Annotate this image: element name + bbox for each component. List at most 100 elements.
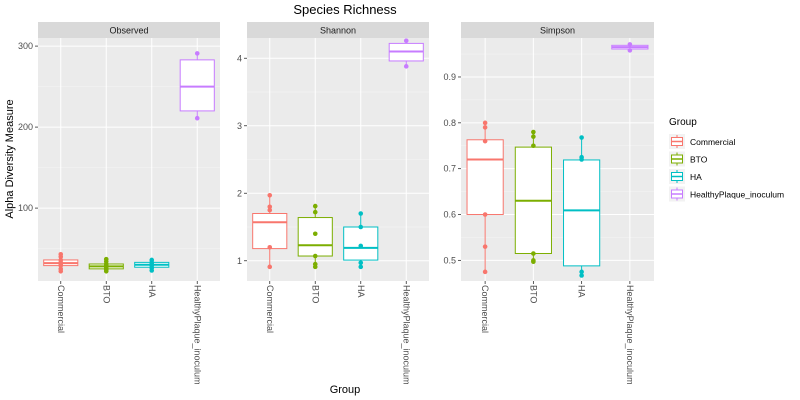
box-shannon-healthyplaque-inoculum (388, 38, 424, 69)
data-point (531, 129, 536, 135)
x-tick-label-commercial: Commercial (265, 285, 275, 333)
data-point (194, 115, 200, 121)
data-point (267, 244, 273, 250)
box-observed-bto (88, 256, 124, 274)
data-point (531, 143, 536, 149)
y-tick-label-simpson: 0.5 (443, 255, 456, 265)
box-observed-ha (134, 257, 170, 273)
x-tick-label-ha: HA (147, 285, 157, 298)
data-point (312, 209, 318, 215)
strip-shannon (247, 22, 429, 38)
box-body (252, 213, 288, 250)
strip-label-shannon: Shannon (320, 26, 356, 36)
box-body (343, 226, 379, 261)
legend-title: Group (669, 117, 697, 128)
x-tick-label-healthyplaque-inoculum: HealthyPlaque_inoculum (625, 285, 635, 385)
y-tick-label-simpson: 0.8 (443, 118, 456, 128)
y-axis-title: Alpha Diversity Measure (4, 99, 16, 218)
data-point (482, 244, 488, 249)
data-point (627, 48, 633, 53)
x-tick-label-bto: BTO (310, 285, 320, 303)
box-body (179, 59, 215, 112)
data-point (531, 134, 536, 139)
data-point (579, 269, 584, 275)
data-point (267, 264, 273, 270)
data-point (579, 273, 584, 278)
box-shannon-bto (297, 203, 333, 270)
box-body (297, 217, 333, 257)
facet-panels: Observed 100 200 300 Commercial BTO HA HealthyP… (18, 22, 654, 385)
y-tick-label-observed: 200 (18, 122, 33, 132)
data-point (403, 38, 409, 43)
panel-observed: Observed 100 200 300 Commercial BTO HA HealthyP… (18, 22, 220, 385)
box-shannon-ha (343, 211, 379, 270)
chart-title: Species Richness (293, 2, 397, 17)
data-point (531, 258, 536, 263)
y-tick-label-simpson: 0.7 (443, 164, 456, 174)
y-tick-label-simpson: 0.6 (443, 210, 456, 220)
y-tick-label-shannon: 3 (237, 121, 242, 131)
box-simpson-healthyplaque-inoculum (611, 42, 649, 53)
data-point (482, 120, 488, 126)
data-point (531, 251, 536, 256)
data-point (312, 261, 318, 267)
box-simpson-commercial (466, 120, 504, 275)
panel-simpson: Simpson 0.5 0.6 0.7 0.8 0.9 Commercial BTO HA Hea… (443, 22, 654, 385)
legend-label: HA (690, 172, 702, 182)
data-point (358, 224, 364, 230)
box-observed-commercial (43, 251, 79, 274)
data-point (358, 211, 364, 216)
panel-shannon: Shannon 1 2 3 4 Commercial BTO HA HealthyPlaque_… (237, 22, 429, 385)
data-point (482, 125, 488, 130)
legend-label: BTO (690, 155, 708, 165)
strip-label-simpson: Simpson (540, 26, 575, 36)
data-point (194, 51, 200, 56)
data-point (403, 64, 409, 69)
box-simpson-ha (563, 135, 601, 278)
y-tick-label-simpson: 0.9 (443, 72, 456, 82)
box-simpson-bto (514, 129, 552, 265)
data-point (149, 257, 155, 263)
data-point (103, 256, 109, 262)
legend: Group Commercial BTO HA HealthyPlaque_inocu… (669, 117, 784, 202)
y-tick-label-observed: 100 (18, 203, 33, 213)
x-tick-label-ha: HA (577, 285, 587, 298)
data-point (358, 260, 364, 266)
x-axis-title: Group (330, 384, 361, 396)
y-tick-label-shannon: 4 (237, 53, 242, 63)
data-point (312, 253, 318, 259)
legend-entry-commercial: Commercial (669, 134, 735, 149)
data-point (482, 269, 488, 275)
x-tick-label-commercial: Commercial (480, 285, 490, 333)
data-point (482, 212, 488, 217)
legend-label: HealthyPlaque_inoculum (690, 190, 784, 200)
box-observed-healthyplaque-inoculum (179, 51, 215, 121)
legend-entry-bto: BTO (669, 151, 708, 167)
data-point (579, 135, 584, 140)
data-point (627, 42, 633, 47)
box-body (563, 159, 601, 267)
legend-entry-healthyplaque-inoculum: HealthyPlaque_inoculum (669, 186, 784, 202)
data-point (482, 138, 488, 144)
y-tick-label-shannon: 2 (237, 188, 242, 198)
data-point (312, 231, 318, 237)
box-body (466, 139, 504, 216)
x-tick-label-ha: HA (356, 285, 366, 298)
legend-label: Commercial (690, 137, 735, 147)
data-point (267, 204, 273, 210)
data-point (58, 251, 64, 257)
data-point (312, 203, 318, 209)
y-tick-label-observed: 300 (18, 41, 33, 51)
data-point (358, 243, 364, 249)
y-tick-label-shannon: 1 (237, 256, 242, 266)
legend-entry-ha: HA (669, 169, 702, 184)
x-tick-label-healthyplaque-inoculum: HealthyPlaque_inoculum (192, 285, 202, 385)
strip-label-observed: Observed (109, 26, 148, 36)
data-point (579, 154, 584, 160)
x-tick-label-bto: BTO (528, 285, 538, 303)
data-point (358, 264, 364, 270)
data-point (58, 266, 64, 272)
data-point (58, 257, 64, 263)
data-point (267, 207, 273, 213)
